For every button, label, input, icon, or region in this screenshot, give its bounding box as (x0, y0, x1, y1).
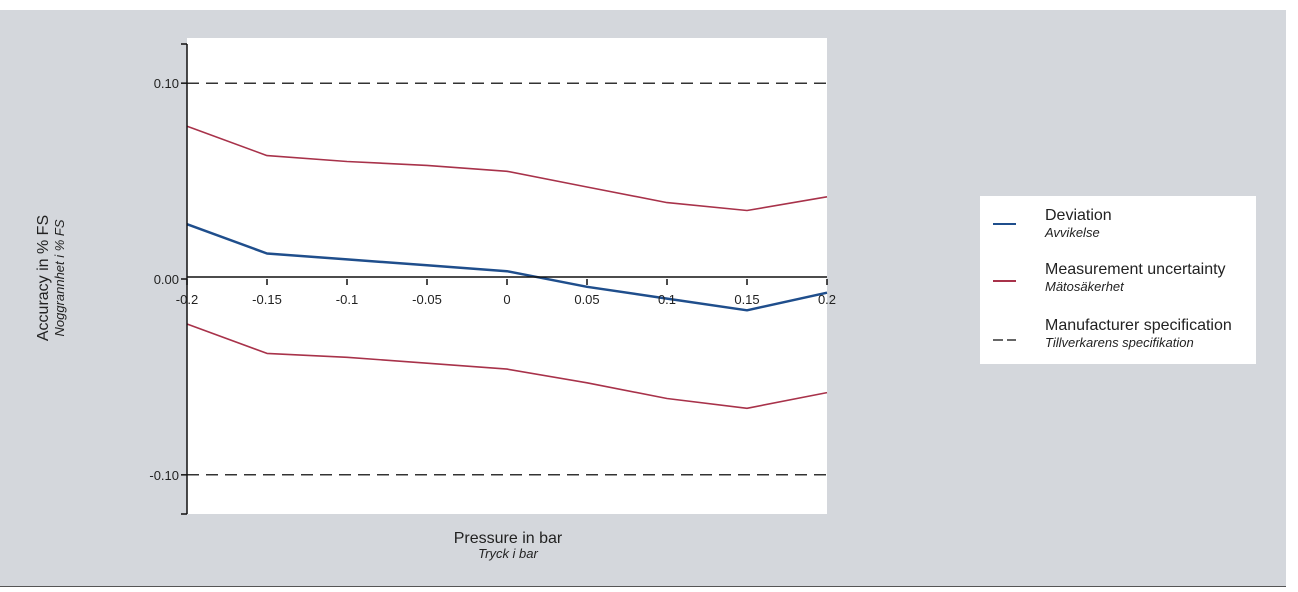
chart-svg: -0.2 -0.15 -0.1 -0.05 0 0.05 0.1 0.15 0.2 0.100.… (0, 10, 1286, 586)
legend: Deviation Avvikelse Measurement uncertai… (980, 196, 1256, 364)
x-tick-label-7: 0.15 (734, 292, 759, 307)
y-axis-title: Accuracy in % FS (35, 215, 52, 341)
chart-panel: -0.2 -0.15 -0.1 -0.05 0 0.05 0.1 0.15 0.2 0.10 0.… (0, 10, 1286, 587)
y-tick-label-2: -0.10 (149, 468, 179, 483)
legend-label-uncertainty: Measurement uncertainty (1045, 261, 1226, 278)
x-axis-subtitle: Tryck i bar (478, 546, 538, 561)
x-tick-label-5: 0.05 (574, 292, 599, 307)
legend-sublabel-specification: Tillverkarens specifikation (1045, 335, 1194, 350)
x-tick-label-1: -0.15 (252, 292, 282, 307)
y-ticks: 0.10 0.00 -0.10 (149, 76, 187, 483)
legend-sublabel-deviation: Avvikelse (1044, 225, 1100, 240)
x-tick-label-3: -0.05 (412, 292, 442, 307)
plot-area (187, 38, 827, 514)
y-tick-label-1: 0.00 (154, 272, 179, 287)
x-tick-label-4: 0 (503, 292, 510, 307)
x-tick-label-0: -0.2 (176, 292, 198, 307)
y-tick-label-0: 0.10 (154, 76, 179, 91)
legend-label-specification: Manufacturer specification (1045, 317, 1232, 334)
legend-sublabel-uncertainty: Mätosäkerhet (1045, 279, 1125, 294)
y-axis-subtitle: Noggrannhet i % FS (52, 219, 67, 336)
legend-label-deviation: Deviation (1045, 207, 1112, 224)
x-axis-title: Pressure in bar (454, 530, 563, 547)
x-tick-label-6: 0.1 (658, 292, 676, 307)
x-tick-label-8: 0.2 (818, 292, 836, 307)
x-tick-label-2: -0.1 (336, 292, 358, 307)
